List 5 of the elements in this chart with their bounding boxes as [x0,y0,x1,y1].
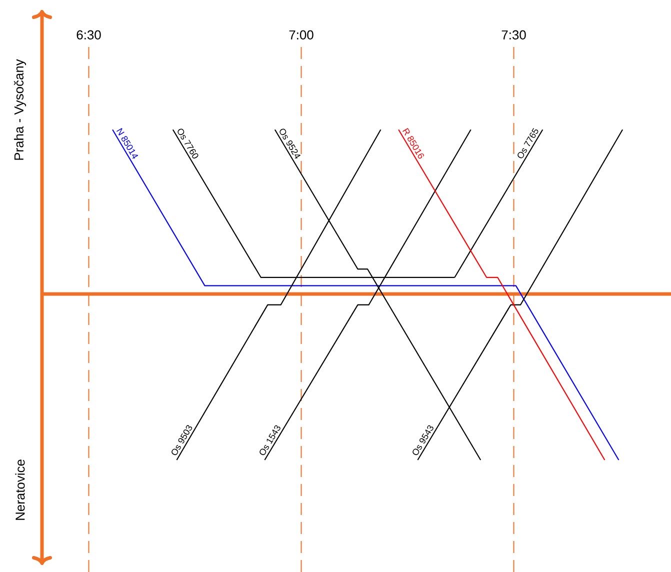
text: Praha - Vysočany [14,59,26,160]
x-tick-label: 7:00 [289,30,314,40]
text: Neratovice [15,460,25,520]
x-tick-label: 6:30 [76,30,101,40]
x-tick-label: 7:30 [502,30,526,40]
